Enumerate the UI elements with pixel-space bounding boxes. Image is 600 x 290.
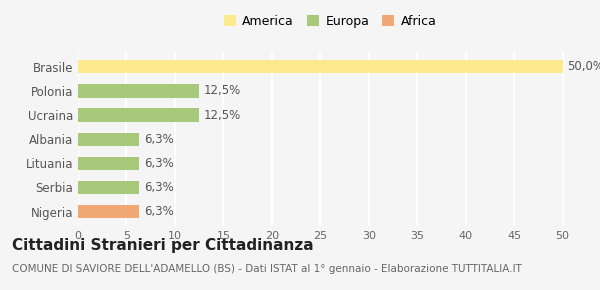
Text: 6,3%: 6,3% <box>144 205 173 218</box>
Text: 6,3%: 6,3% <box>144 133 173 146</box>
Bar <box>78 205 139 218</box>
Bar <box>78 108 199 122</box>
Bar <box>78 84 199 97</box>
Bar <box>78 133 139 146</box>
Bar <box>78 60 563 73</box>
Legend: America, Europa, Africa: America, Europa, Africa <box>218 10 442 33</box>
Text: 12,5%: 12,5% <box>204 84 241 97</box>
Bar <box>78 157 139 170</box>
Bar <box>78 181 139 194</box>
Text: Cittadini Stranieri per Cittadinanza: Cittadini Stranieri per Cittadinanza <box>12 238 314 253</box>
Text: 12,5%: 12,5% <box>204 108 241 122</box>
Text: 50,0%: 50,0% <box>568 60 600 73</box>
Text: COMUNE DI SAVIORE DELL'ADAMELLO (BS) - Dati ISTAT al 1° gennaio - Elaborazione T: COMUNE DI SAVIORE DELL'ADAMELLO (BS) - D… <box>12 264 522 274</box>
Text: 6,3%: 6,3% <box>144 157 173 170</box>
Text: 6,3%: 6,3% <box>144 181 173 194</box>
